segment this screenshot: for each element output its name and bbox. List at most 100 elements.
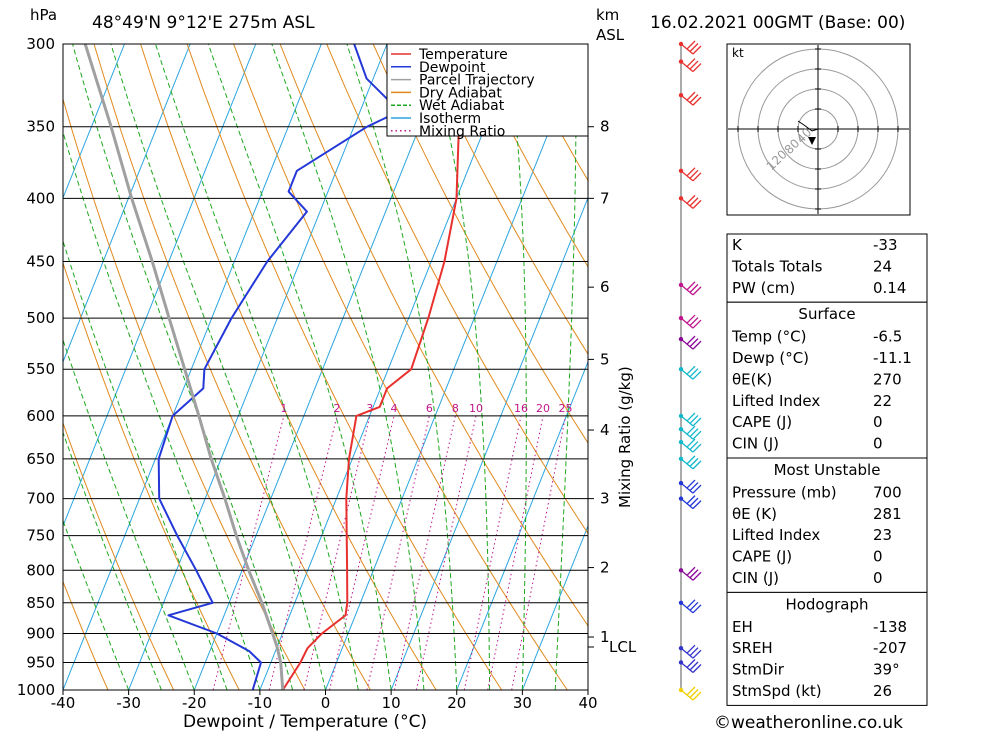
legend-entry-label: Temperature [418,47,508,63]
wind-barb [680,644,702,659]
index-value: 39° [873,661,900,679]
wind-barb-feather [689,368,699,378]
parcel-trajectory-line [83,44,285,690]
index-label: Dewp (°C) [732,349,809,367]
index-label: Temp (°C) [731,328,806,346]
mixing-ratio-line [487,415,544,690]
mixing-ratio-line [393,415,456,690]
index-label: θE(K) [732,370,772,388]
legend-entry-label: Isotherm [419,111,481,127]
index-label: Pressure (mb) [732,483,837,501]
mixing-ratio-label: 16 [514,402,528,415]
pressure-tick-label: 450 [26,253,55,271]
index-label: SREH [732,639,773,657]
index-label: CAPE (J) [732,548,792,566]
pressure-tick-label: 400 [26,189,55,207]
wind-barb-feather [692,500,702,510]
mixing-ratio-line [212,415,285,690]
dry-adiabat-line [465,44,588,268]
wind-barb-feather [692,484,702,494]
wind-barb-feather [686,167,696,177]
wind-barb-feather [692,460,702,470]
surface-indices [726,301,928,459]
mixing-ratio-label: 6 [426,402,433,415]
wind-barb [680,91,702,106]
wind-barb-feather [689,661,699,671]
wind-barb-feather [689,317,699,327]
wind-barb-feather [686,438,696,448]
most-unstable-indices [726,457,928,593]
pressure-tick-label: 550 [26,360,55,378]
mixing-ratio-line [511,415,567,690]
pressure-tick-label: 1000 [17,681,55,699]
pressure-tick-label: 800 [26,561,55,579]
dry-adiabat-line [419,44,588,355]
index-value: -11.1 [873,349,912,367]
location-title: 48°49'N 9°12'E 275m ASL [92,13,315,33]
index-value: 0.14 [873,279,906,297]
mixing-ratio-label: 10 [469,402,483,415]
x-tick-label: -40 [51,694,76,712]
mixing-ratio-label: 8 [452,402,459,415]
wind-barb [680,167,702,182]
wind-barb [680,659,702,673]
wind-barb-feather [692,199,702,209]
pressure-tick-label: 650 [26,450,55,468]
index-value: 0 [873,413,883,431]
wind-barb-feather [686,686,696,696]
wind-barb-feather [686,314,696,324]
index-value: 23 [873,526,892,544]
index-label: Lifted Index [732,526,820,544]
index-value: 26 [873,682,892,700]
pressure-tick-label: 900 [26,624,55,642]
wind-barb-feather [689,169,699,179]
wind-barb [680,412,702,427]
storm-motion-marker [808,137,816,145]
legend-entry-label: Parcel Trajectory [419,73,535,89]
wind-barb-feather [689,647,699,657]
wind-barb-feather [692,664,702,673]
index-label: CAPE (J) [732,413,792,431]
hodograph-indices-title: Hodograph [785,595,868,613]
wind-barb [680,281,702,296]
index-label: K [732,236,743,254]
index-value: 281 [873,505,902,523]
wind-barb [680,438,702,453]
index-label: Totals Totals [731,257,823,275]
wind-barb [680,599,702,614]
pressure-tick-label: 850 [26,594,55,612]
pressure-tick-label: 700 [26,490,55,508]
isotherm-line [390,196,588,690]
wind-barb-feather [692,691,702,701]
index-label: CIN (J) [732,569,779,587]
x-tick-label: 20 [447,694,466,712]
asl-label: ASL [596,26,625,44]
x-tick-label: -10 [248,694,273,712]
wind-barb-feather [692,649,702,659]
hodograph-unit: kt [732,46,744,60]
wind-barb-feather [686,425,696,435]
wet-adiabat-line [429,44,491,690]
wind-barb-feather [689,441,699,451]
dewpoint-line [157,44,401,690]
dry-adiabat-line [978,44,1000,690]
hodograph-trace [797,120,819,132]
surface-indices-title: Surface [798,305,855,323]
isotherm-line [63,44,257,528]
footer-credit: ©weatheronline.co.uk [714,713,903,733]
wind-barb-feather [686,58,696,68]
dry-adiabat-line [326,44,588,535]
wind-barb-feather [692,417,702,427]
wind-barb-feather [692,430,702,440]
km-tick-label: 8 [600,118,610,136]
km-tick-label: LCL [609,638,637,656]
wind-barb-feather [689,94,699,104]
index-value: 270 [873,370,902,388]
dry-adiabat-line [63,580,109,690]
dry-adiabat-line [279,44,588,627]
mixing-ratio-axis-title: Mixing Ratio (g/kg) [616,366,634,508]
wind-barb-feather [686,91,696,101]
wind-barb-feather [692,286,702,296]
